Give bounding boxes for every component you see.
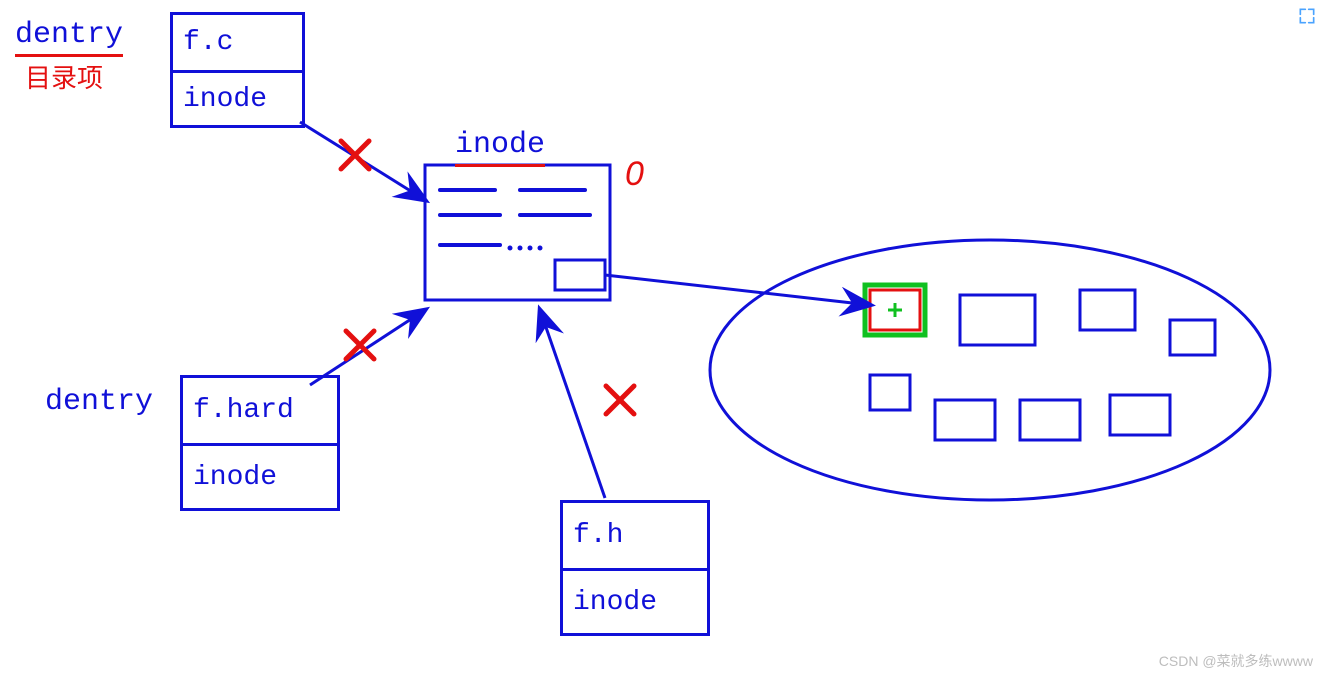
- label-directory-item: 目录项: [25, 58, 103, 95]
- cross-icon: [346, 331, 374, 359]
- cell-text: f.c: [183, 27, 233, 58]
- inode-data-pointer: [555, 260, 605, 290]
- disk-block: [935, 400, 995, 440]
- cross-icon: [606, 386, 634, 414]
- inode-dot: [528, 246, 533, 251]
- dentry-box-dentry-fh: f.h inode: [560, 500, 710, 636]
- cross-icon: [606, 386, 634, 414]
- cell-text: inode: [183, 84, 267, 115]
- disk-block: [960, 295, 1035, 345]
- dentry-cell: f.hard: [183, 378, 337, 443]
- arrow-fc-to-inode: [300, 122, 425, 200]
- label-inode-title: inode: [455, 128, 545, 167]
- cross-icon: [341, 141, 369, 169]
- cross-icon: [341, 141, 369, 169]
- inode-box: [425, 165, 610, 300]
- cell-text: inode: [573, 587, 657, 618]
- disk-block: [1170, 320, 1215, 355]
- disk-block: [1080, 290, 1135, 330]
- label-text: 0: [625, 155, 644, 193]
- dentry-cell: inode: [183, 443, 337, 508]
- cell-text: f.hard: [193, 395, 294, 426]
- dentry-box-dentry-fhard: f.hard inode: [180, 375, 340, 511]
- disk-ellipse: [710, 240, 1270, 500]
- expand-icon[interactable]: [1297, 6, 1317, 26]
- inode-dot: [518, 246, 523, 251]
- inode-dot: [538, 246, 543, 251]
- dentry-cell: f.c: [173, 15, 302, 70]
- disk-block: [1110, 395, 1170, 435]
- dentry-cell: inode: [563, 568, 707, 633]
- cell-text: inode: [193, 462, 277, 493]
- arrow-inode-to-disk: [605, 275, 870, 305]
- cross-icon: [346, 331, 374, 359]
- watermark-text: CSDN @菜就多练wwww: [1159, 653, 1313, 669]
- cell-text: f.h: [573, 520, 623, 551]
- watermark: CSDN @菜就多练wwww: [1159, 651, 1313, 671]
- dentry-box-dentry-fc: f.c inode: [170, 12, 305, 128]
- label-text: dentry: [15, 18, 123, 52]
- label-dentry-mid: dentry: [45, 385, 153, 419]
- inode-dot: [508, 246, 513, 251]
- arrow-fhard-to-inode: [310, 310, 425, 385]
- dentry-cell: f.h: [563, 503, 707, 568]
- disk-block: [870, 375, 910, 410]
- label-text: 目录项: [25, 63, 103, 93]
- label-refcount-zero: 0: [625, 155, 644, 194]
- label-text: inode: [455, 128, 545, 162]
- target-block-outline-green: [865, 285, 925, 335]
- dentry-cell: inode: [173, 70, 302, 125]
- label-text: dentry: [45, 385, 153, 419]
- disk-block: [1020, 400, 1080, 440]
- target-block-outline-red: [870, 290, 920, 330]
- label-dentry-top: dentry: [15, 18, 123, 57]
- arrow-fh-to-inode: [540, 310, 605, 498]
